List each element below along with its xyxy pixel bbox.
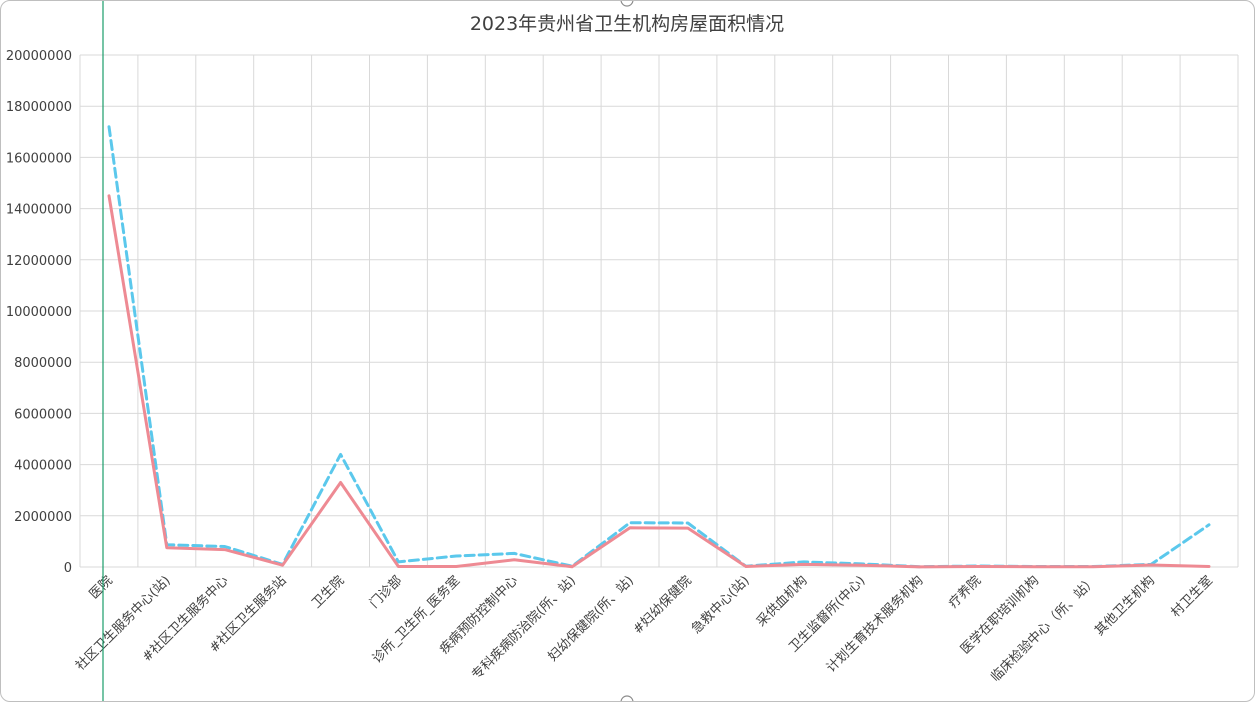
x-tick-label: 社区卫生服务中心(站) [72,573,173,674]
y-tick-label: 8000000 [14,356,72,371]
x-tick-label: 采供血机构 [754,573,811,630]
y-tick-label: 18000000 [6,100,72,115]
y-tick-label: 10000000 [6,305,72,320]
resize-handle-top[interactable] [620,1,634,7]
x-tick-label: 临床检验中心（所、站） [988,573,1100,685]
series-lines [107,125,1211,569]
x-tick-label: 其他卫生机构 [1092,573,1158,639]
y-tick-label: 16000000 [6,151,72,166]
x-tick-label: #妇幼保健院 [630,573,695,638]
x-tick-label: 计划生育技术服务机构 [823,573,926,676]
y-tick-label: 4000000 [14,459,72,474]
y-tick-label: 20000000 [6,49,72,64]
series-line-2 [107,194,1211,569]
x-tick-label: 村卫生室 [1168,573,1216,621]
gridlines [79,54,1239,568]
y-axis-ticks: 0 2000000 4000000 6000000 8000000 10000000 120… [6,49,72,576]
resize-handle-bottom[interactable] [620,695,634,702]
y-tick-label: 2000000 [14,510,72,525]
y-tick-label: 14000000 [6,203,72,218]
x-tick-label: 医院 [87,573,116,602]
x-tick-label: 专科疾病防治院(所、站) [469,573,579,683]
x-tick-label: 急救中心(站) [688,573,752,637]
y-tick-label: 6000000 [14,407,72,422]
x-tick-label: 疗养院 [945,573,984,612]
y-tick-label: 0 [64,561,72,576]
y-tick-label: 12000000 [6,254,72,269]
x-tick-label: 门诊部 [367,573,405,611]
chart-title: 2023年贵州省卫生机构房屋面积情况 [470,13,784,35]
x-tick-label: 卫生院 [309,573,347,611]
